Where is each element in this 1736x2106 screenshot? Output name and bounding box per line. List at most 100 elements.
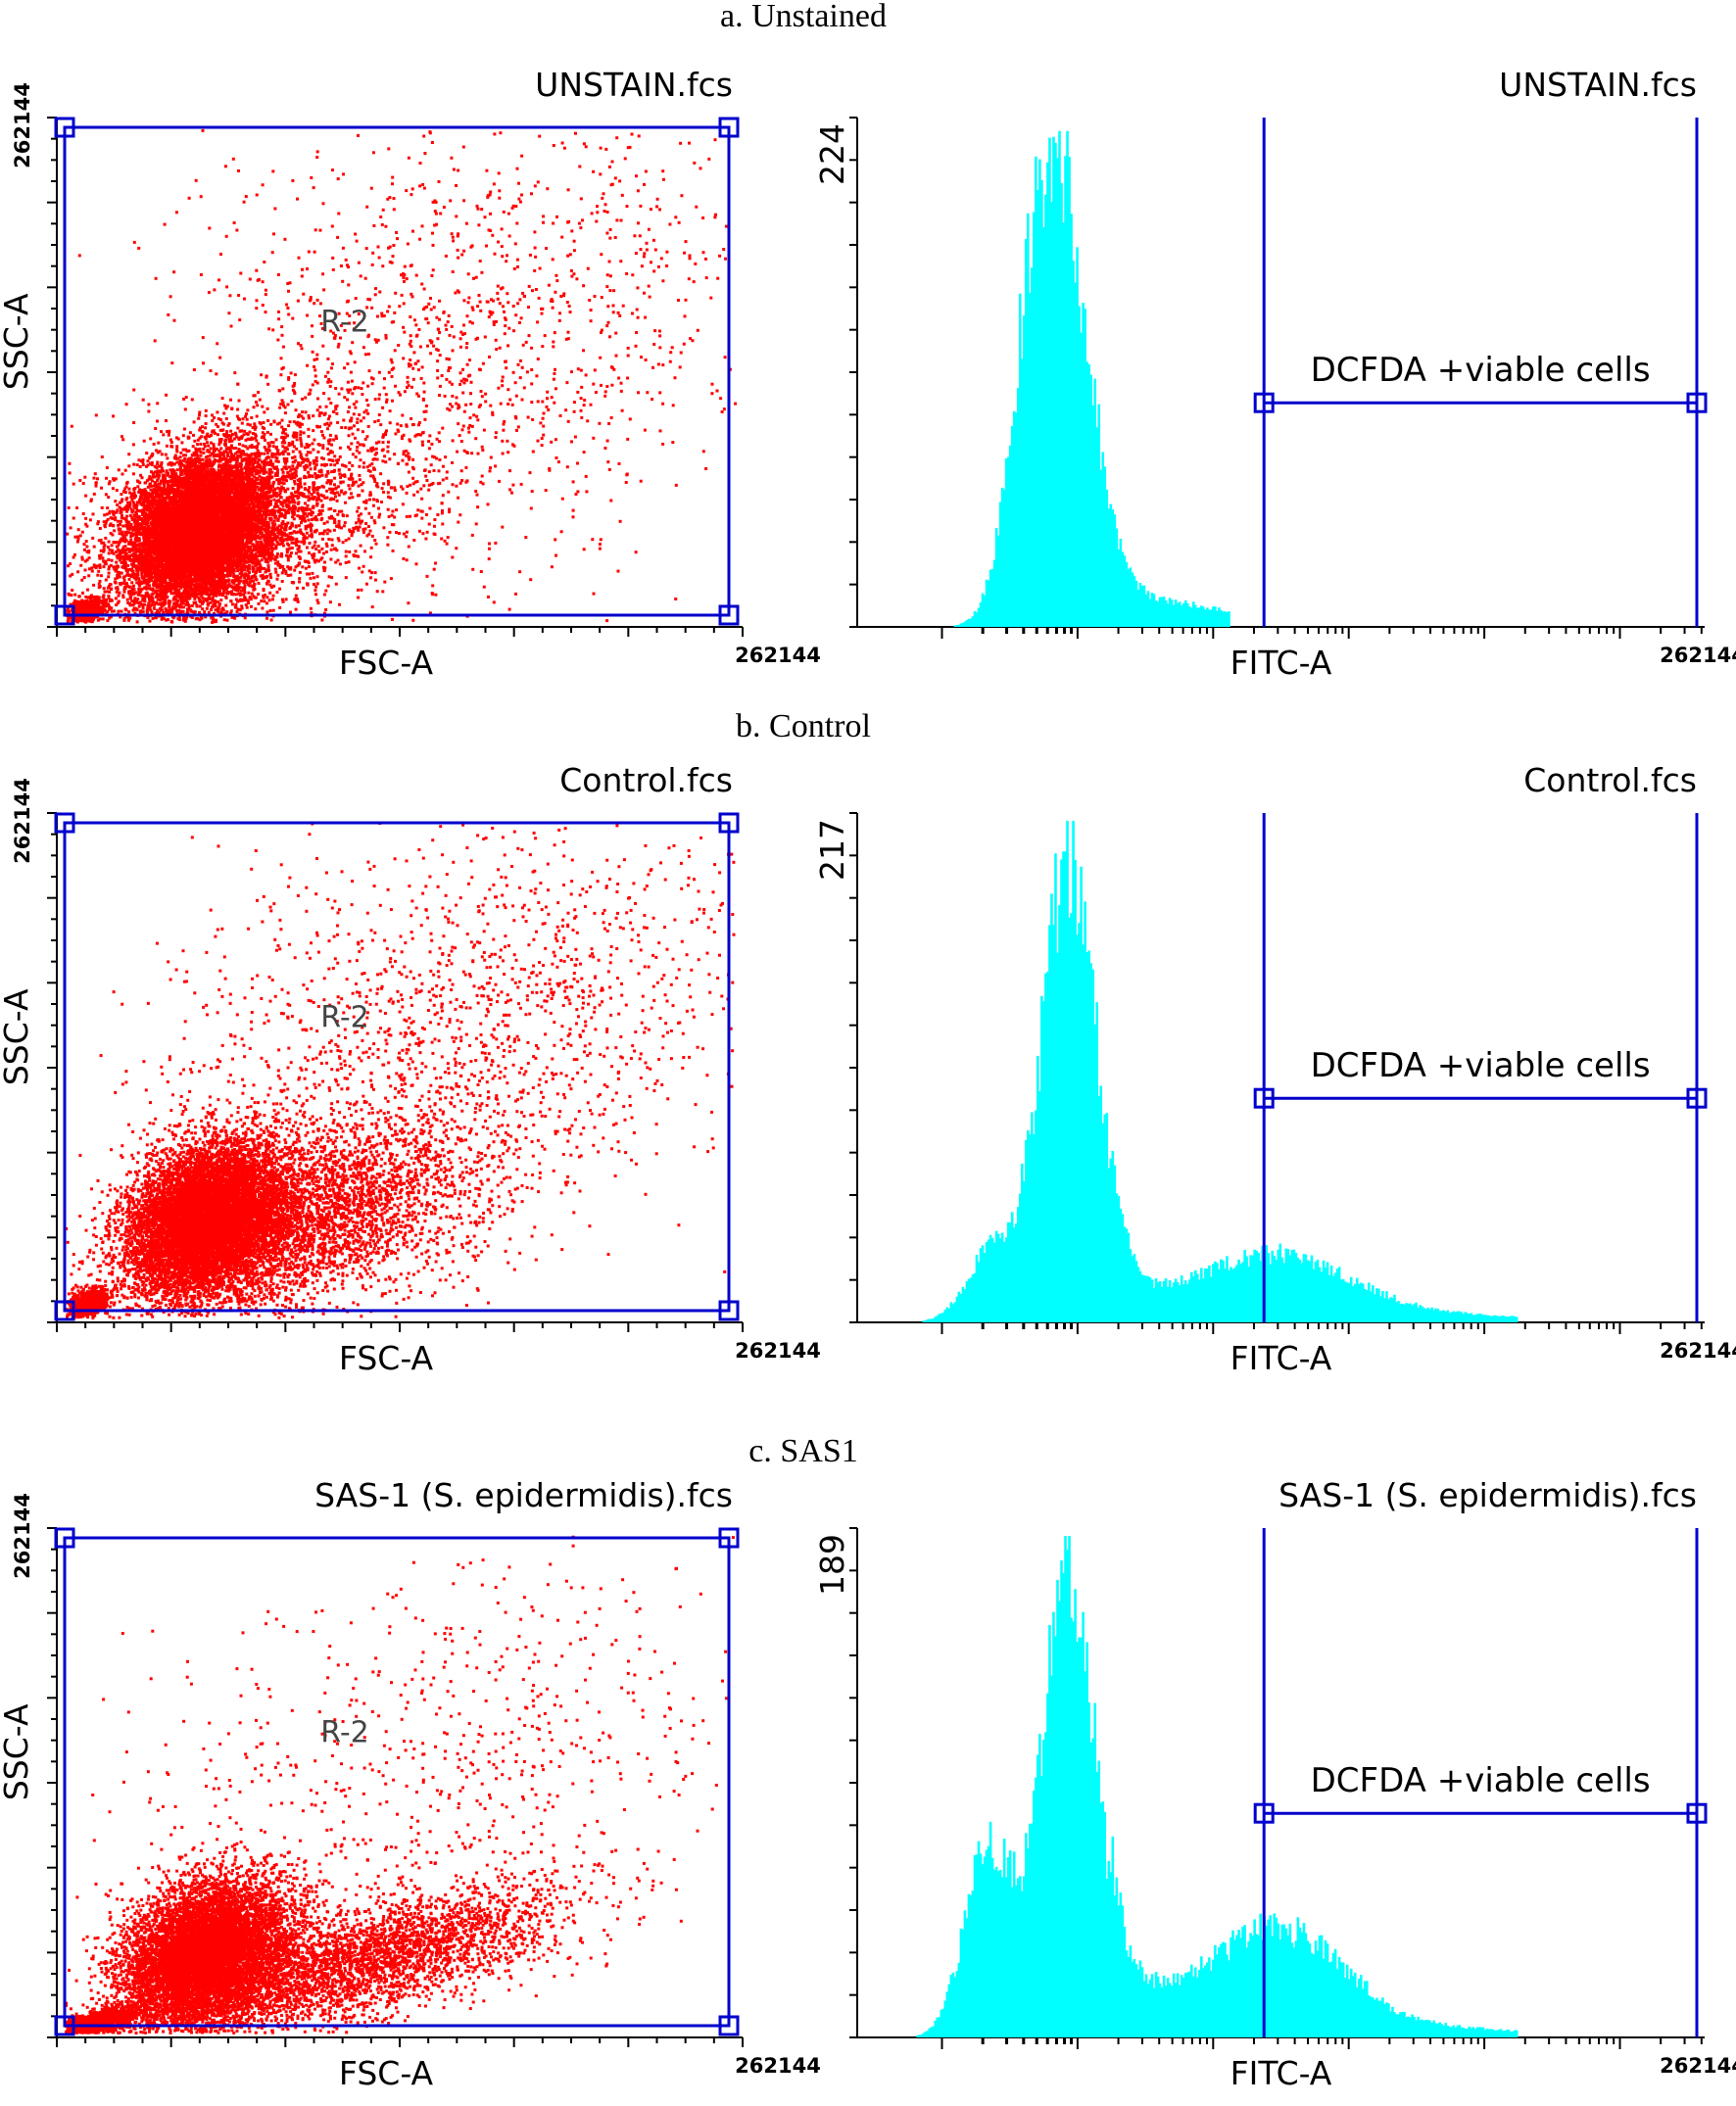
scatter-point	[265, 552, 268, 556]
scatter-point	[257, 391, 261, 394]
scatter-point	[220, 594, 224, 598]
scatter-point	[104, 578, 108, 582]
scatter-point	[233, 486, 236, 490]
scatter-point	[154, 601, 158, 605]
scatter-point	[123, 491, 127, 495]
scatter-point	[102, 565, 106, 569]
scatter-point	[87, 549, 91, 552]
scatter-point	[142, 598, 146, 602]
scatter-point	[236, 426, 240, 430]
scatter-point	[124, 551, 128, 555]
scatter-point	[256, 558, 260, 562]
scatter-point	[251, 426, 255, 429]
scatter-point	[276, 486, 280, 490]
scatter-point	[148, 584, 151, 588]
scatter-point	[133, 517, 137, 521]
scatter-point	[181, 598, 185, 601]
scatter-point	[99, 574, 103, 578]
scatter-point	[162, 558, 166, 562]
scatter-point	[117, 549, 120, 552]
scatter-point	[265, 610, 269, 614]
scatter-point	[98, 566, 102, 569]
scatter-point	[182, 454, 185, 457]
scatter-point	[142, 546, 146, 550]
scatter-point	[153, 489, 157, 492]
scatter-point	[156, 598, 160, 601]
scatter-point	[243, 576, 247, 580]
scatter-point	[122, 617, 126, 621]
scatter-point	[303, 482, 307, 486]
scatter-point	[234, 598, 238, 601]
scatter-point	[251, 473, 255, 477]
scatter-point	[127, 578, 131, 581]
scatter-point	[157, 441, 161, 445]
scatter-point	[210, 608, 213, 611]
scatter-point	[107, 551, 111, 555]
scatter-point	[142, 602, 146, 606]
scatter-points	[65, 125, 738, 624]
scatter-point	[188, 470, 192, 474]
scatter-point	[209, 476, 213, 480]
scatter-point	[236, 589, 240, 593]
scatter-point	[178, 618, 182, 622]
scatter-point	[149, 604, 153, 608]
scatter-point	[191, 610, 195, 614]
scatter-point	[152, 484, 156, 488]
scatter-point	[157, 476, 161, 480]
scatter-point	[255, 468, 259, 472]
scatter-point	[262, 588, 265, 592]
scatter-point	[229, 434, 233, 438]
scatter-point	[248, 509, 251, 513]
scatter-point	[131, 472, 135, 476]
scatter-point	[183, 490, 187, 493]
scatter-point	[125, 514, 129, 518]
scatter-point	[92, 583, 96, 587]
scatter-point	[164, 453, 168, 456]
scatter-point	[107, 571, 111, 575]
scatter-point	[137, 550, 140, 553]
scatter-point	[261, 573, 265, 577]
scatter-point	[116, 503, 120, 506]
scatter-point	[212, 602, 216, 606]
scatter-point	[124, 553, 128, 557]
scatter-point	[219, 598, 223, 602]
charts-group: R-2UNSTAIN.fcsFSC-ASSC-A262144262144DCFD…	[0, 66, 1736, 2092]
scatter-point	[181, 618, 185, 622]
scatter-point	[272, 453, 276, 456]
scatter-point	[111, 549, 115, 552]
scatter-point	[91, 512, 95, 516]
scatter-point	[196, 443, 200, 447]
scatter-point	[224, 447, 228, 451]
scatter-point	[225, 430, 229, 434]
scatter-point	[236, 488, 240, 491]
scatter-point	[206, 455, 210, 458]
scatter-point	[156, 451, 160, 455]
scatter-point	[129, 541, 133, 545]
scatter-point	[204, 455, 208, 459]
scatter-point	[204, 573, 208, 577]
scatter-point	[162, 481, 166, 485]
scatter-point	[206, 441, 209, 445]
scatter-point	[225, 618, 229, 622]
scatter-point	[183, 457, 187, 460]
scatter-point	[153, 475, 157, 479]
scatter-point	[151, 531, 155, 535]
scatter-point	[297, 545, 301, 549]
scatter-point	[201, 425, 204, 429]
scatter-point	[114, 577, 118, 581]
scatter-point	[220, 581, 224, 585]
scatter-point	[238, 442, 241, 446]
scatter-point	[276, 531, 280, 535]
scatter-point	[108, 548, 112, 551]
scatter-point	[114, 516, 118, 520]
scatter-point	[300, 505, 304, 509]
scatter-point	[245, 417, 249, 421]
scatter-point	[193, 439, 197, 443]
scatter-point	[134, 550, 138, 554]
scatter-point	[110, 558, 114, 562]
scatter-point	[140, 570, 144, 574]
scatter-point	[133, 487, 137, 490]
scatter-point	[135, 581, 139, 585]
panel-caption: a. Unstained	[720, 0, 887, 34]
scatter-point	[187, 606, 191, 610]
